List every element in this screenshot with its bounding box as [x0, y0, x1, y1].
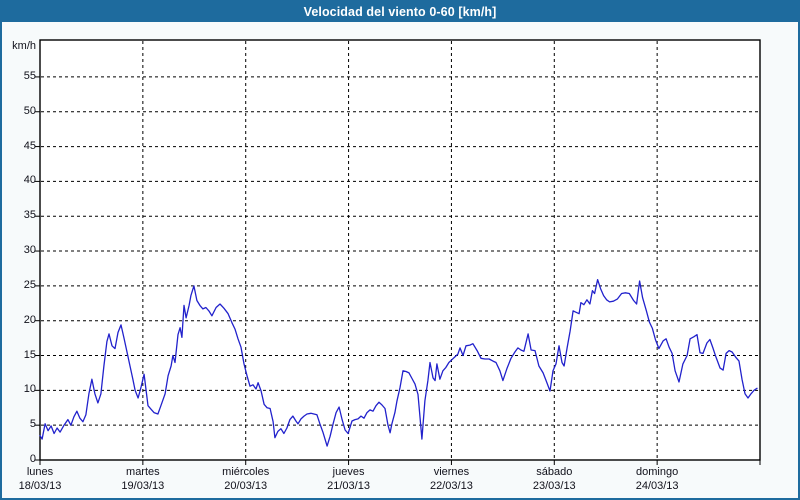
chart-title: Velocidad del viento 0-60 [km/h] — [303, 5, 497, 19]
title-bar: Velocidad del viento 0-60 [km/h] — [2, 2, 798, 22]
